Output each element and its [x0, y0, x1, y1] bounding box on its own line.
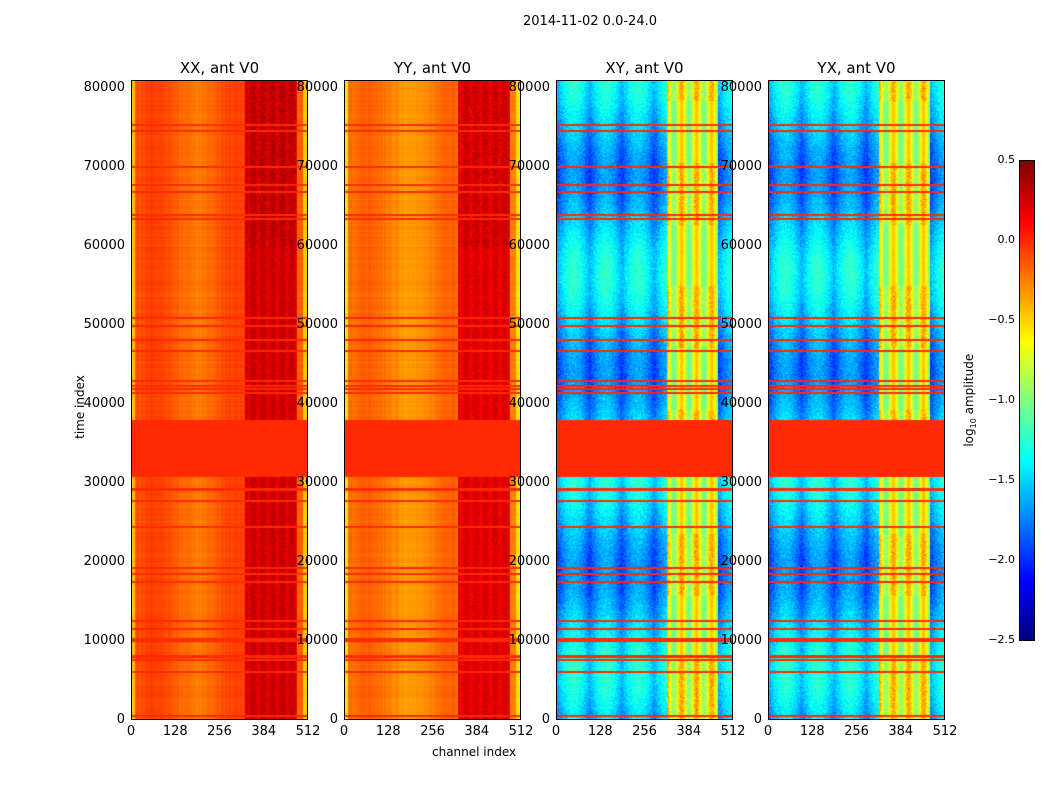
panel-title: YX, ant V0 — [817, 59, 896, 77]
x-tick-label: 0 — [551, 724, 561, 739]
y-tick-label: 20000 — [720, 553, 762, 569]
y-tick-label: 60000 — [296, 237, 338, 253]
x-tick-label: 128 — [799, 724, 825, 739]
x-tick-label: 256 — [844, 724, 869, 739]
colorbar-tick-label: 0.0 — [997, 233, 1016, 246]
y-tick-label: 50000 — [508, 316, 550, 332]
heatmap-image — [345, 81, 520, 719]
y-tick-label: 60000 — [83, 237, 125, 253]
y-tick-label: 0 — [116, 712, 125, 727]
y-tick-label: 20000 — [83, 553, 125, 569]
colorbar-gradient — [1020, 161, 1034, 640]
y-tick-label: 30000 — [296, 474, 338, 490]
y-tick-label: 80000 — [720, 79, 762, 95]
heatmap-panel — [556, 80, 733, 720]
y-tick-label: 80000 — [83, 79, 125, 95]
colorbar — [1019, 160, 1035, 641]
y-tick-label: 30000 — [720, 474, 762, 490]
x-tick-label: 512 — [508, 724, 534, 739]
heatmap-panel — [344, 80, 521, 720]
y-tick-label: 40000 — [508, 395, 550, 411]
y-tick-label: 20000 — [508, 553, 550, 569]
x-tick-label: 0 — [763, 724, 773, 739]
y-tick-label: 10000 — [508, 632, 550, 648]
y-tick-label: 10000 — [720, 632, 762, 648]
y-tick-label: 80000 — [508, 79, 550, 95]
y-tick-label: 50000 — [296, 316, 338, 332]
y-tick-label: 40000 — [296, 395, 338, 411]
heatmap-panel — [768, 80, 945, 720]
x-tick-label: 256 — [207, 724, 232, 739]
y-tick-label: 50000 — [720, 316, 762, 332]
y-tick-label: 0 — [329, 712, 338, 727]
x-tick-label: 384 — [251, 724, 277, 739]
y-tick-label: 60000 — [508, 237, 550, 253]
x-tick-label: 256 — [632, 724, 657, 739]
colorbar-tick-label: −0.5 — [988, 313, 1015, 326]
y-tick-label: 70000 — [296, 158, 338, 174]
x-tick-label: 512 — [720, 724, 746, 739]
heatmap-image — [769, 81, 944, 719]
y-tick-label: 70000 — [508, 158, 550, 174]
heatmap-panel — [131, 80, 308, 720]
heatmap-image — [557, 81, 732, 719]
figure-title: 2014-11-02 0.0-24.0 — [523, 14, 657, 29]
x-tick-label: 128 — [587, 724, 613, 739]
colorbar-tick-label: −2.0 — [988, 553, 1015, 566]
colorbar-tick-label: −1.0 — [988, 393, 1015, 406]
y-tick-label: 0 — [541, 712, 550, 727]
x-tick-label: 128 — [162, 724, 188, 739]
colorbar-tick-label: 0.5 — [997, 153, 1016, 166]
y-tick-label: 50000 — [83, 316, 125, 332]
heatmap-image — [132, 81, 307, 719]
x-tick-label: 512 — [295, 724, 321, 739]
panel-title: YY, ant V0 — [393, 59, 471, 77]
y-tick-label: 80000 — [296, 79, 338, 95]
x-tick-label: 256 — [420, 724, 445, 739]
y-tick-label: 70000 — [720, 158, 762, 174]
y-tick-label: 10000 — [83, 632, 125, 648]
x-axis-label: channel index — [432, 745, 517, 759]
y-tick-label: 20000 — [296, 553, 338, 569]
panel-title: XX, ant V0 — [179, 59, 260, 77]
x-tick-label: 0 — [126, 724, 136, 739]
colorbar-tick-label: −2.5 — [988, 633, 1015, 646]
y-tick-label: 40000 — [720, 395, 762, 411]
x-tick-label: 384 — [888, 724, 914, 739]
x-tick-label: 0 — [339, 724, 349, 739]
y-tick-label: 60000 — [720, 237, 762, 253]
x-tick-label: 512 — [932, 724, 958, 739]
x-tick-label: 128 — [375, 724, 401, 739]
x-tick-label: 384 — [676, 724, 702, 739]
y-tick-label: 10000 — [296, 632, 338, 648]
y-tick-label: 30000 — [508, 474, 550, 490]
y-tick-label: 30000 — [83, 474, 125, 490]
y-tick-label: 0 — [753, 712, 762, 727]
x-tick-label: 384 — [464, 724, 490, 739]
panel-title: XY, ant V0 — [605, 59, 684, 77]
y-tick-label: 40000 — [83, 395, 125, 411]
y-tick-label: 70000 — [83, 158, 125, 174]
colorbar-tick-label: −1.5 — [988, 473, 1015, 486]
